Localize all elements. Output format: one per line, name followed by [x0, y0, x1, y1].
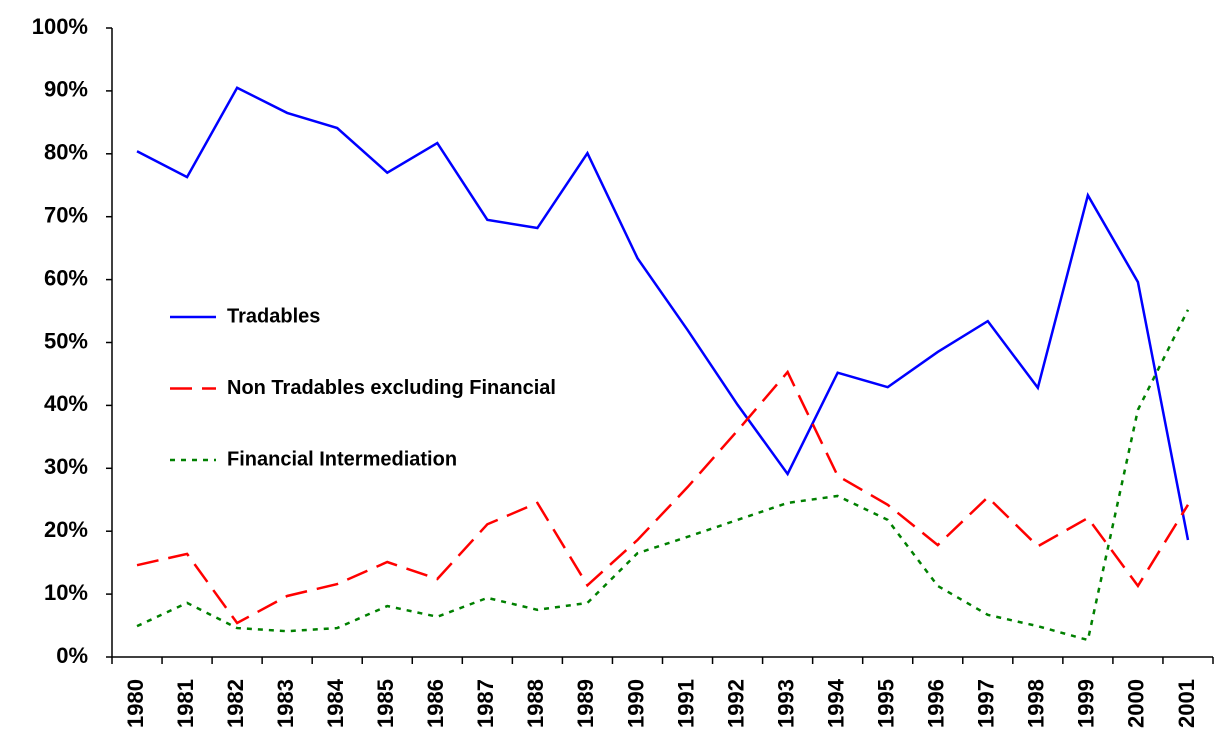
- x-tick-label: 1995: [874, 679, 899, 728]
- series-line: [136, 309, 1190, 642]
- y-tick-label: 40%: [44, 391, 88, 416]
- x-tick-label: 1981: [173, 679, 198, 728]
- y-tick-label: 50%: [44, 328, 88, 353]
- legend-label: Non Tradables excluding Financial: [227, 377, 556, 399]
- y-tick-label: 10%: [44, 580, 88, 605]
- y-tick-label: 90%: [44, 77, 88, 102]
- y-tick-label: 70%: [44, 203, 88, 228]
- x-tick-label: 1998: [1024, 679, 1049, 728]
- y-tick-label: 100%: [32, 14, 88, 39]
- x-tick-label: 1982: [223, 679, 248, 728]
- x-tick-label: 1999: [1074, 679, 1099, 728]
- x-tick-label: 1980: [123, 679, 148, 728]
- x-tick-label: 1992: [723, 679, 748, 728]
- x-tick-label: 1996: [924, 679, 949, 728]
- legend-label: Financial Intermediation: [227, 448, 457, 470]
- x-tick-label: 1994: [823, 678, 848, 728]
- x-tick-label: 1997: [974, 679, 999, 728]
- x-tick-label: 1983: [273, 679, 298, 728]
- x-tick-label: 1991: [673, 679, 698, 728]
- x-tick-label: 1986: [423, 679, 448, 728]
- x-tick-label: 1988: [523, 679, 548, 728]
- legend-label: Tradables: [227, 305, 320, 327]
- y-tick-label: 20%: [44, 517, 88, 542]
- x-tick-label: 1993: [773, 679, 798, 728]
- y-tick-label: 0%: [56, 643, 88, 668]
- x-tick-label: 2001: [1174, 679, 1199, 728]
- x-tick-label: 1990: [623, 679, 648, 728]
- series-line: [136, 369, 1190, 625]
- x-tick-label: 1987: [473, 679, 498, 728]
- series-line: [136, 86, 1190, 541]
- legend: Tradables Non Tradables excluding Financi…: [170, 305, 556, 470]
- x-tick-label: 1989: [573, 679, 598, 728]
- y-tick-label: 80%: [44, 140, 88, 165]
- x-tick-label: 1984: [323, 678, 348, 728]
- y-tick-label: 60%: [44, 265, 88, 290]
- y-tick-label: 30%: [44, 454, 88, 479]
- x-tick-label: 1985: [373, 679, 398, 728]
- x-tick-label: 2000: [1124, 679, 1149, 728]
